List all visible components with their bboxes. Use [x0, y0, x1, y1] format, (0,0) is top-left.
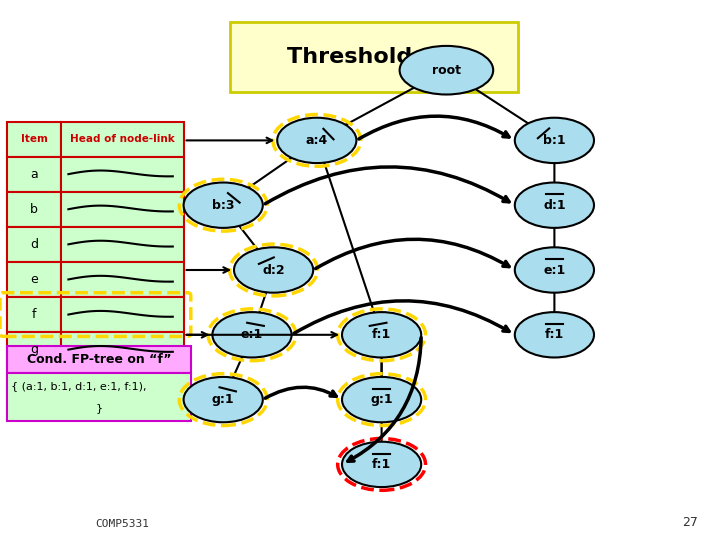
Text: g:1: g:1	[212, 393, 235, 406]
Text: g: g	[30, 343, 38, 356]
Ellipse shape	[515, 247, 594, 293]
Text: d:2: d:2	[262, 264, 285, 276]
Text: d: d	[30, 238, 38, 251]
Ellipse shape	[342, 442, 421, 487]
FancyBboxPatch shape	[7, 227, 61, 262]
Ellipse shape	[234, 247, 313, 293]
FancyBboxPatch shape	[7, 157, 61, 192]
Text: Head of node-link: Head of node-link	[70, 134, 175, 144]
FancyBboxPatch shape	[7, 297, 61, 332]
FancyBboxPatch shape	[7, 346, 191, 373]
Text: f: f	[32, 308, 37, 321]
Text: Threshold = 3: Threshold = 3	[287, 46, 462, 67]
Ellipse shape	[277, 118, 356, 163]
Ellipse shape	[184, 377, 263, 422]
FancyBboxPatch shape	[61, 122, 184, 157]
FancyBboxPatch shape	[7, 262, 61, 297]
FancyBboxPatch shape	[61, 297, 184, 332]
Ellipse shape	[342, 377, 421, 422]
Ellipse shape	[342, 312, 421, 357]
FancyBboxPatch shape	[61, 227, 184, 262]
Text: Item: Item	[21, 134, 48, 144]
FancyBboxPatch shape	[7, 373, 191, 421]
Text: b:1: b:1	[543, 134, 566, 147]
FancyBboxPatch shape	[230, 22, 518, 92]
Ellipse shape	[212, 312, 292, 357]
Text: d:1: d:1	[543, 199, 566, 212]
Text: }: }	[96, 403, 102, 413]
FancyBboxPatch shape	[61, 192, 184, 227]
Ellipse shape	[515, 118, 594, 163]
FancyBboxPatch shape	[7, 332, 61, 367]
Ellipse shape	[515, 183, 594, 228]
Text: root: root	[432, 64, 461, 77]
Text: e: e	[30, 273, 38, 286]
Text: e:1: e:1	[241, 328, 263, 341]
Text: b:3: b:3	[212, 199, 235, 212]
Ellipse shape	[515, 312, 594, 357]
Text: f:1: f:1	[372, 328, 391, 341]
Text: Cond. FP-tree on “f”: Cond. FP-tree on “f”	[27, 353, 171, 366]
FancyBboxPatch shape	[7, 122, 61, 157]
FancyBboxPatch shape	[61, 157, 184, 192]
Text: COMP5331: COMP5331	[95, 519, 150, 529]
Ellipse shape	[400, 46, 493, 94]
Text: { (a:1, b:1, d:1, e:1, f:1),: { (a:1, b:1, d:1, e:1, f:1),	[11, 381, 146, 391]
Text: f:1: f:1	[545, 328, 564, 341]
Ellipse shape	[184, 183, 263, 228]
FancyBboxPatch shape	[61, 262, 184, 297]
Text: g:1: g:1	[370, 393, 393, 406]
FancyBboxPatch shape	[61, 332, 184, 367]
Text: 27: 27	[683, 516, 698, 529]
Text: a:4: a:4	[306, 134, 328, 147]
Text: b: b	[30, 202, 38, 216]
Text: f:1: f:1	[372, 458, 391, 471]
Text: e:1: e:1	[544, 264, 565, 276]
FancyBboxPatch shape	[7, 192, 61, 227]
Text: a: a	[30, 167, 38, 181]
